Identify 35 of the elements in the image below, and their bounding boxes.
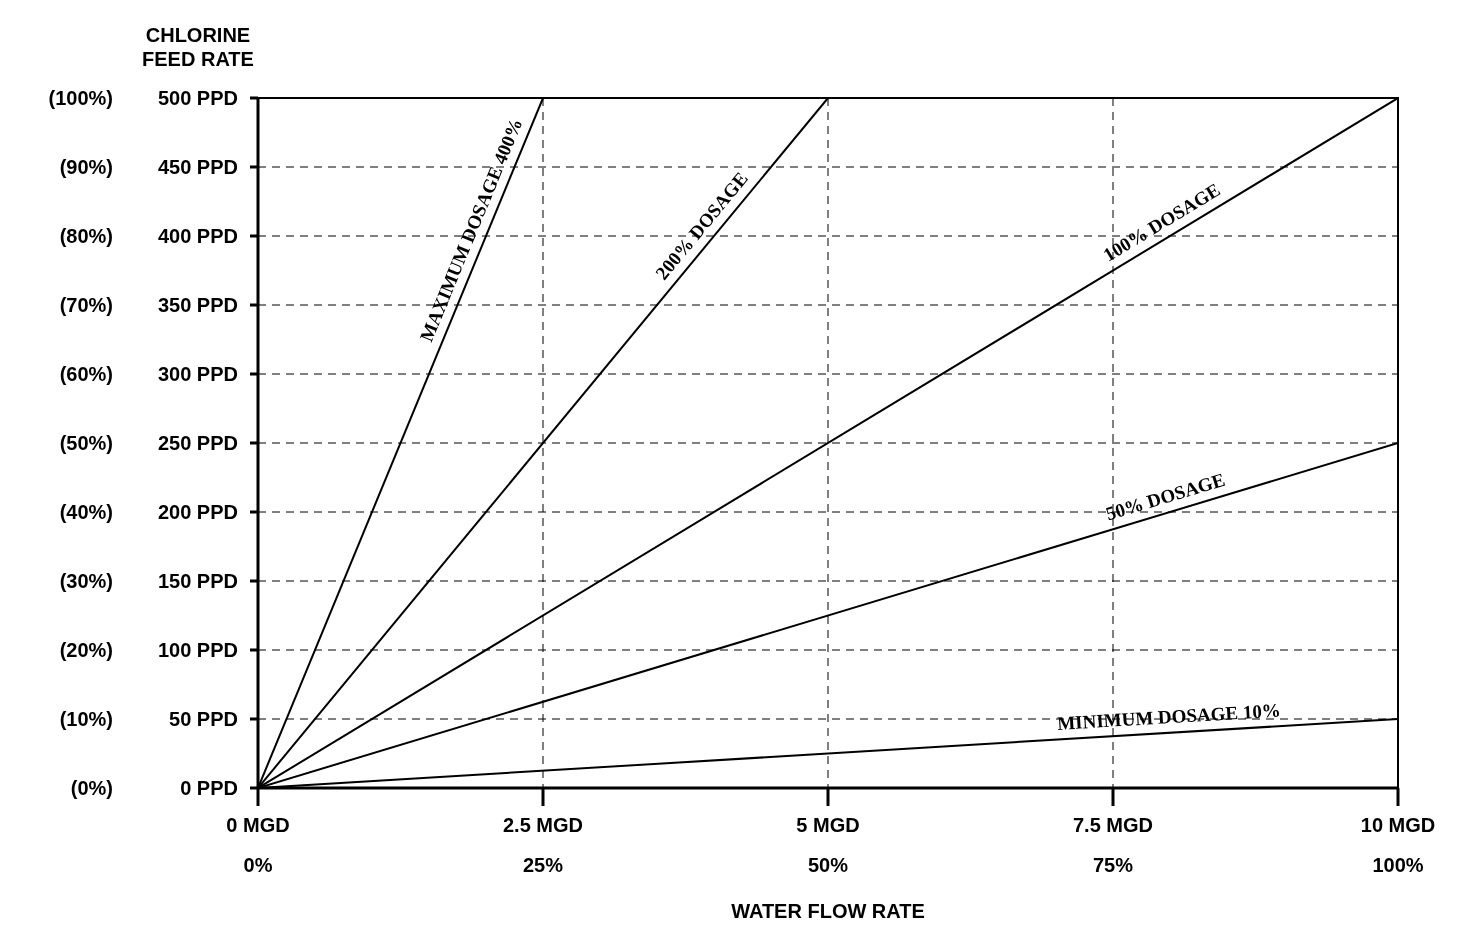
y2-tick-label: (70%) <box>59 294 113 316</box>
y-tick-label: 350 PPD <box>157 294 238 316</box>
x2-tick-label: 0% <box>243 854 273 876</box>
x-tick-label: 2.5 MGD <box>502 814 584 836</box>
y-axis-title: CHLORINE FEED RATE <box>142 24 254 70</box>
x-tick-label: 7.5 MGD <box>1072 814 1154 836</box>
y2-tick-label: (60%) <box>59 363 113 385</box>
y2-tick-label: (100%) <box>48 87 113 109</box>
x2-tick-label: 25% <box>522 854 564 876</box>
y-tick-label: 250 PPD <box>157 432 238 454</box>
x2-tick-label: 100% <box>1372 854 1424 876</box>
y-tick-label: 150 PPD <box>157 570 238 592</box>
y-tick-label: 0 PPD <box>180 777 238 799</box>
y2-tick-label: (30%) <box>59 570 113 592</box>
y-tick-label: 50 PPD <box>169 708 238 730</box>
y2-tick-label: (50%) <box>59 432 113 454</box>
x-tick-label: 0 MGD <box>226 814 290 836</box>
y-tick-label: 100 PPD <box>157 639 238 661</box>
x2-tick-label: 50% <box>807 854 849 876</box>
y-tick-label: 400 PPD <box>157 225 238 247</box>
y2-tick-label: (80%) <box>59 225 113 247</box>
y2-tick-label: (0%) <box>70 777 113 799</box>
y2-tick-label: (40%) <box>59 501 113 523</box>
y2-tick-label: (20%) <box>59 639 113 661</box>
series-label: MINIMUM DOSAGE 10% <box>1056 699 1282 734</box>
x-axis-title: WATER FLOW RATE <box>731 900 925 922</box>
x2-tick-label: 75% <box>1092 854 1134 876</box>
y-tick-label: 200 PPD <box>157 501 238 523</box>
y2-tick-label: (10%) <box>59 708 113 730</box>
x-tick-label: 5 MGD <box>796 814 860 836</box>
y2-tick-label: (90%) <box>59 156 113 178</box>
y-tick-label: 450 PPD <box>157 156 238 178</box>
x-tick-label: 10 MGD <box>1360 814 1436 836</box>
y-tick-label: 300 PPD <box>157 363 238 385</box>
y-tick-label: 500 PPD <box>157 87 238 109</box>
